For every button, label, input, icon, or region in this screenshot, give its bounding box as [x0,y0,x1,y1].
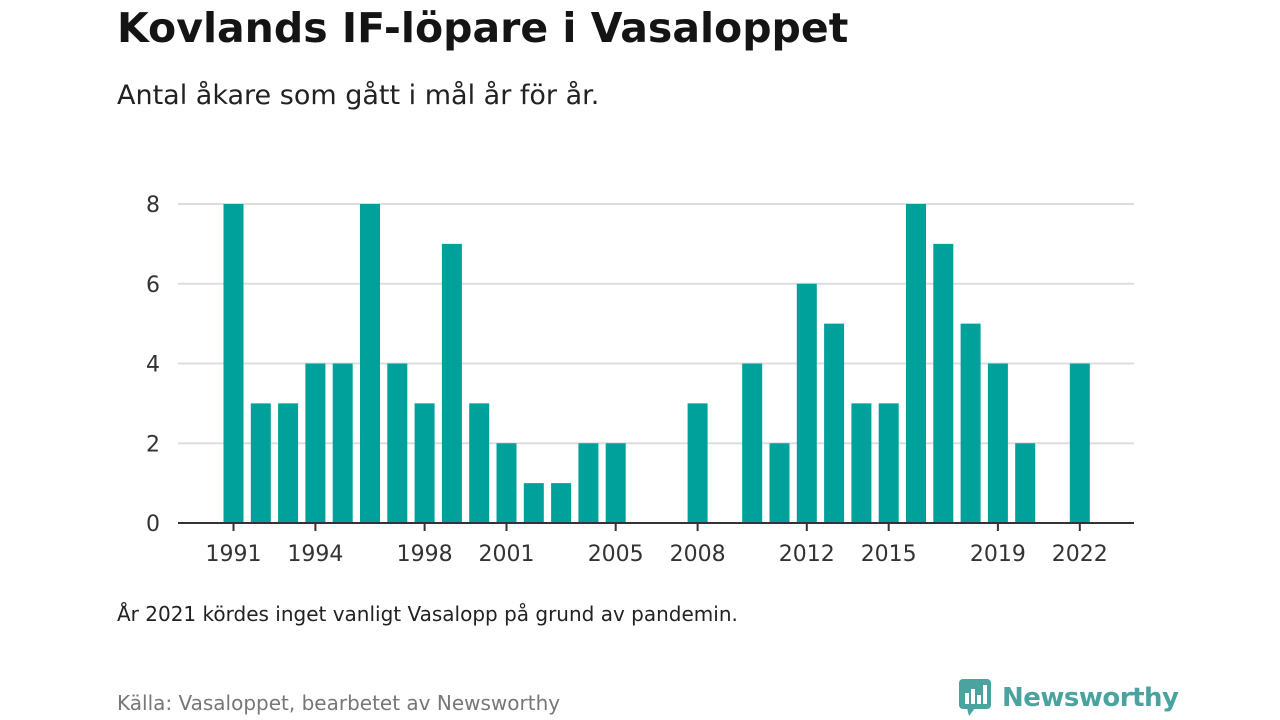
bar-chart: 0 2 4 6 8 1991 1994 1998 2001 2005 2008 2012 2015 201… [146,193,1134,567]
bar-2008 [687,403,708,523]
brand-name: Newsworthy [1002,683,1179,713]
bar-1993 [278,403,299,523]
bar-2002 [523,483,544,523]
bar-2012 [796,283,817,523]
bar-2014 [851,403,872,523]
bar-2011 [769,443,790,523]
bar-2017 [933,243,954,523]
x-tick-label: 2008 [670,542,726,567]
tick-labels: 0 2 4 6 8 1991 1994 1998 2001 2005 2008 2012 2015 201… [146,193,1108,567]
y-tick-label: 2 [146,432,160,457]
x-tick-label: 1998 [397,542,453,567]
y-tick-label: 8 [146,193,160,218]
x-tick-label: 2015 [861,542,917,567]
brand-logo: Newsworthy [958,678,1179,718]
bar-2001 [496,443,517,523]
bar-1994 [305,363,326,523]
chart-subtitle: Antal åkare som gått i mål år för år. [117,80,600,111]
bar-1991 [223,204,244,523]
x-tick-label: 1991 [206,542,262,567]
bar-2018 [960,323,981,523]
bar-2005 [605,443,626,523]
y-tick-label: 0 [146,512,160,537]
bar-2000 [469,403,490,523]
bar-1995 [332,363,353,523]
axes [178,522,1134,531]
bar-1992 [250,403,271,523]
x-tick-label: 1994 [287,542,343,567]
bar-2003 [551,483,572,523]
bar-1997 [387,363,408,523]
x-tick-label: 2022 [1052,542,1108,567]
source-credit: Källa: Vasaloppet, bearbetet av Newswort… [117,691,561,715]
x-tick-label: 2005 [588,542,644,567]
x-tick-label: 2001 [479,542,535,567]
bar-2020 [1015,443,1036,523]
bar-2016 [906,204,926,523]
bar-1998 [414,403,435,523]
bar-2004 [578,443,599,523]
bar-1996 [360,204,380,523]
x-tick-label: 2012 [779,542,835,567]
newsworthy-logo-icon [959,679,991,716]
bar-2015 [878,403,899,523]
bar-2019 [987,363,1008,523]
bar-2013 [824,323,845,523]
chart-note: År 2021 kördes inget vanligt Vasalopp på… [117,602,738,626]
y-tick-label: 4 [146,353,160,378]
bar-2022 [1069,363,1090,523]
bar-2010 [742,363,763,523]
x-tick-label: 2019 [970,542,1026,567]
chart-title: Kovlands IF-löpare i Vasaloppet [117,4,849,52]
y-tick-label: 6 [146,273,160,298]
bars [223,204,1090,523]
bar-1999 [441,243,462,523]
